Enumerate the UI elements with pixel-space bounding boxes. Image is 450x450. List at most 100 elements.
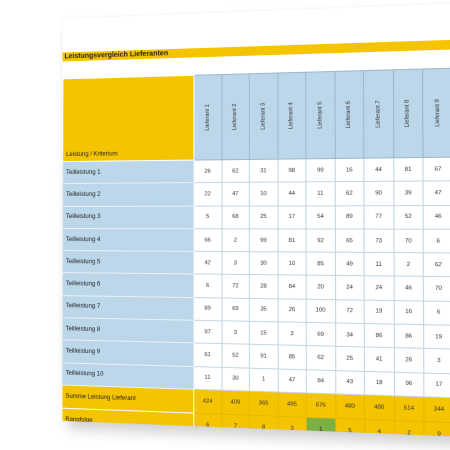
value-cell[interactable]: 99 (306, 159, 335, 183)
supplier-header-cell[interactable]: Lieferant 9 (423, 68, 450, 157)
value-cell[interactable]: 22 (194, 183, 222, 206)
row-label-cell[interactable]: Teilleistung 5 (62, 251, 193, 275)
sum-cell[interactable]: 344 (424, 397, 450, 423)
value-cell[interactable]: 81 (278, 229, 307, 252)
value-cell[interactable]: 99 (249, 229, 277, 252)
value-cell[interactable]: 70 (393, 229, 423, 253)
value-cell[interactable]: 73 (364, 229, 394, 253)
value-cell[interactable]: 62 (423, 253, 450, 277)
sum-cell[interactable]: 676 (306, 393, 335, 418)
value-cell[interactable]: 3 (221, 321, 249, 345)
value-cell[interactable]: 96 (394, 372, 424, 397)
value-cell[interactable]: 10 (278, 252, 307, 276)
value-cell[interactable]: 46 (394, 277, 424, 301)
value-cell[interactable]: 5 (194, 206, 222, 229)
value-cell[interactable]: 6 (423, 229, 450, 253)
value-cell[interactable]: 70 (423, 277, 450, 301)
value-cell[interactable]: 26 (278, 299, 307, 323)
sum-cell[interactable]: 365 (249, 391, 277, 416)
value-cell[interactable]: 3 (278, 322, 307, 346)
value-cell[interactable]: 31 (249, 159, 277, 182)
value-cell[interactable]: 3 (221, 252, 249, 275)
value-cell[interactable]: 1 (249, 368, 277, 392)
value-cell[interactable]: 15 (249, 321, 277, 345)
sum-cell[interactable]: 514 (394, 396, 424, 422)
value-cell[interactable]: 19 (364, 300, 394, 324)
value-cell[interactable]: 65 (335, 229, 364, 253)
value-cell[interactable]: 34 (335, 323, 364, 347)
value-cell[interactable]: 97 (194, 320, 222, 344)
value-cell[interactable]: 17 (278, 205, 307, 228)
value-cell[interactable]: 62 (335, 182, 364, 206)
supplier-header-cell[interactable]: Lieferant 4 (277, 72, 306, 159)
sum-cell[interactable]: 424 (194, 389, 222, 414)
value-cell[interactable]: 20 (306, 276, 335, 300)
value-cell[interactable]: 17 (424, 373, 450, 398)
value-cell[interactable]: 69 (221, 298, 249, 322)
value-cell[interactable]: 66 (194, 229, 222, 252)
rank-cell[interactable]: 9 (424, 422, 450, 437)
value-cell[interactable]: 47 (278, 369, 307, 393)
sum-cell[interactable]: 480 (364, 395, 394, 421)
value-cell[interactable]: 90 (364, 182, 393, 206)
value-cell[interactable]: 86 (364, 324, 394, 348)
row-label-cell[interactable]: Teilleistung 7 (62, 295, 194, 320)
row-label-cell[interactable]: Teilleistung 4 (62, 228, 193, 251)
value-cell[interactable]: 16 (394, 300, 424, 324)
value-cell[interactable]: 91 (249, 345, 277, 369)
value-cell[interactable]: 2 (221, 229, 249, 252)
value-cell[interactable]: 72 (335, 299, 364, 323)
supplier-header-cell[interactable]: Lieferant 2 (221, 74, 249, 160)
value-cell[interactable]: 24 (364, 276, 394, 300)
rank-cell[interactable]: 4 (365, 419, 395, 436)
value-cell[interactable]: 11 (306, 182, 335, 206)
rank-label-cell[interactable]: Rangfolge (62, 408, 194, 437)
value-cell[interactable]: 6 (194, 274, 222, 297)
value-cell[interactable]: 92 (306, 229, 335, 253)
value-cell[interactable]: 24 (335, 276, 364, 300)
rank-cell[interactable]: 2 (394, 420, 424, 436)
value-cell[interactable]: 28 (249, 275, 277, 299)
value-cell[interactable]: 44 (364, 158, 393, 182)
supplier-header-cell[interactable]: Lieferant 7 (364, 70, 394, 158)
row-label-cell[interactable]: Teilleistung 8 (62, 318, 194, 344)
value-cell[interactable]: 84 (306, 369, 335, 393)
row-label-cell[interactable]: Teilleistung 3 (62, 206, 193, 229)
value-cell[interactable]: 47 (423, 181, 450, 205)
value-cell[interactable]: 68 (221, 206, 249, 229)
rank-cell[interactable]: 8 (249, 415, 277, 437)
value-cell[interactable]: 47 (221, 183, 249, 206)
value-cell[interactable]: 89 (194, 297, 222, 320)
rank-cell[interactable]: 6 (194, 413, 222, 437)
value-cell[interactable]: 69 (306, 322, 335, 346)
rank-cell[interactable]: 3 (278, 416, 307, 437)
value-cell[interactable]: 42 (194, 252, 222, 275)
value-cell[interactable]: 44 (278, 182, 307, 205)
sum-cell[interactable]: 409 (221, 390, 249, 415)
value-cell[interactable]: 30 (221, 367, 249, 391)
value-cell[interactable]: 100 (306, 299, 335, 323)
value-cell[interactable]: 62 (306, 346, 335, 370)
supplier-header-cell[interactable]: Lieferant 6 (335, 71, 364, 159)
supplier-header-cell[interactable]: Lieferant 1 (194, 75, 222, 161)
value-cell[interactable]: 85 (306, 252, 335, 276)
value-cell[interactable]: 86 (394, 324, 424, 349)
value-cell[interactable]: 6 (423, 301, 450, 326)
value-cell[interactable]: 67 (423, 157, 450, 181)
value-cell[interactable]: 19 (424, 325, 450, 350)
value-cell[interactable]: 49 (335, 252, 364, 276)
value-cell[interactable]: 25 (249, 206, 277, 229)
value-cell[interactable]: 84 (278, 275, 307, 299)
value-cell[interactable]: 39 (393, 181, 423, 205)
value-cell[interactable]: 16 (335, 158, 364, 182)
value-cell[interactable]: 18 (364, 371, 394, 396)
row-label-cell[interactable]: Teilleistung 2 (63, 183, 194, 206)
value-cell[interactable]: 89 (335, 205, 364, 229)
value-cell[interactable]: 26 (194, 160, 222, 183)
value-cell[interactable]: 43 (335, 370, 364, 395)
rank-cell[interactable]: 5 (335, 418, 364, 437)
rank-cell[interactable]: 7 (221, 414, 249, 437)
value-cell[interactable]: 30 (249, 252, 277, 275)
sum-cell[interactable]: 480 (335, 394, 364, 419)
value-cell[interactable]: 72 (221, 275, 249, 298)
